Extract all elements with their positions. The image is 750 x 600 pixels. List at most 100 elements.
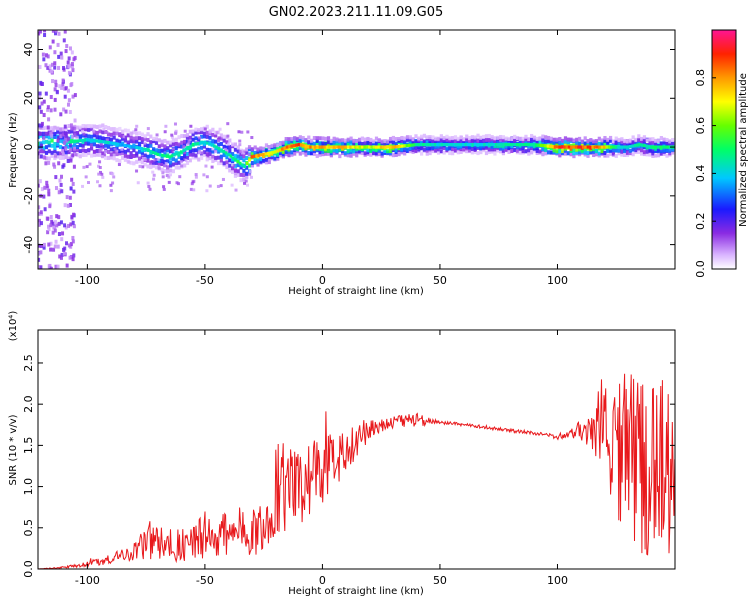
heatmap-cell [73,133,77,138]
heatmap-cell [572,138,576,143]
heatmap-cell [170,135,174,139]
heatmap-ridge-cell [222,149,226,154]
heatmap-cell [140,150,144,155]
heatmap-cell [541,152,545,157]
heatmap-cell [78,154,82,159]
heatmap-cell [188,158,192,163]
heatmap-cell [521,139,525,144]
heatmap-cell [178,175,182,179]
heatmap-ridge-cell [165,154,169,158]
heatmap-cell [583,147,587,152]
heatmap-cell [572,148,576,153]
heatmap-ridge-cell [123,143,127,148]
heatmap-ridge-cell [607,145,611,149]
heatmap-cell [470,146,474,151]
heatmap-cell [597,151,601,156]
heatmap-cell [71,181,75,186]
heatmap-cell [62,107,66,112]
heatmap-cell [49,247,53,252]
heatmap-cell [141,165,145,169]
heatmap-cell [363,137,367,142]
heatmap-cell [341,138,345,143]
heatmap-cell [40,148,44,153]
heatmap-cell [372,146,376,151]
heatmap-cell [183,151,187,155]
heatmap-cell [56,129,60,134]
heatmap-cell [140,160,144,165]
heatmap-ridge-cell [321,145,324,149]
heatmap-cell [425,148,429,153]
heatmap-cell [194,153,198,158]
heatmap-cell [53,134,57,139]
heatmap-cell [312,151,317,156]
heatmap-cell [203,127,207,131]
heatmap-cell [183,142,187,147]
heatmap-cell [53,87,57,92]
heatmap-cell [166,146,170,151]
heatmap-cell [498,134,503,139]
heatmap-cell [262,158,266,163]
heatmap-cell [101,151,105,156]
heatmap-cell [238,150,242,154]
heatmap-cell [38,211,41,216]
heatmap-cell [51,79,55,84]
heatmap-cell [227,142,231,146]
heatmap-ridge-cell [363,145,367,149]
heatmap-cell [346,148,350,153]
heatmap-cell [42,194,46,199]
heatmap-ridge-cell [520,143,524,147]
heatmap-ridge-cell [128,144,132,148]
heatmap-cell [403,136,407,141]
heatmap-cell [191,148,195,153]
heatmap-cell [43,155,47,160]
heatmap-cell [324,151,328,156]
heatmap-cell [180,144,184,149]
heatmap-cell [352,151,356,156]
heatmap-ridge-cell [518,143,522,147]
heatmap-cell [89,134,94,139]
heatmap-cell [338,143,342,148]
heatmap-cell [87,141,91,146]
heatmap-cell [188,129,192,134]
heatmap-ridge-cell [168,155,172,159]
heatmap-cell [642,150,647,155]
heatmap-cell [98,124,102,129]
heatmap-cell [238,139,242,143]
heatmap-cell [66,102,70,107]
snr-frame [37,329,676,570]
heatmap-ridge-cell [210,143,214,147]
heatmap-ridge-cell [95,139,99,143]
heatmap-cell [135,153,139,158]
heatmap-cell [256,159,260,164]
heatmap-cell [42,136,46,141]
heatmap-cell [307,150,311,155]
heatmap-cell [532,144,537,149]
heatmap-cell [62,66,66,71]
heatmap-cell [355,153,359,158]
heatmap-cell [228,152,232,157]
heatmap-ridge-cell [109,141,113,145]
heatmap-cell [233,154,238,159]
heatmap-cell [648,152,652,157]
heatmap-cell [120,147,124,151]
heatmap-cell [608,135,613,140]
heatmap-cell [352,141,356,146]
heatmap-cell [132,136,136,141]
heatmap-cell [47,192,51,197]
heatmap-cell [109,189,113,193]
heatmap-cell [109,147,113,152]
heatmap-ridge-cell [384,145,388,149]
heatmap-cell [513,134,517,139]
heatmap-cell [42,131,46,136]
heatmap-cell [293,146,297,151]
heatmap-cell [78,149,82,154]
heatmap-cell [63,203,67,208]
heatmap-cell [625,150,630,155]
heatmap-cell [247,153,251,157]
heatmap-ridge-cell [558,145,562,149]
heatmap-cell [50,219,54,224]
heatmap-cell [501,148,506,153]
heatmap-ridge-cell [316,145,320,149]
heatmap-ridge-cell [617,145,620,149]
heatmap-ridge-cell [386,145,390,149]
